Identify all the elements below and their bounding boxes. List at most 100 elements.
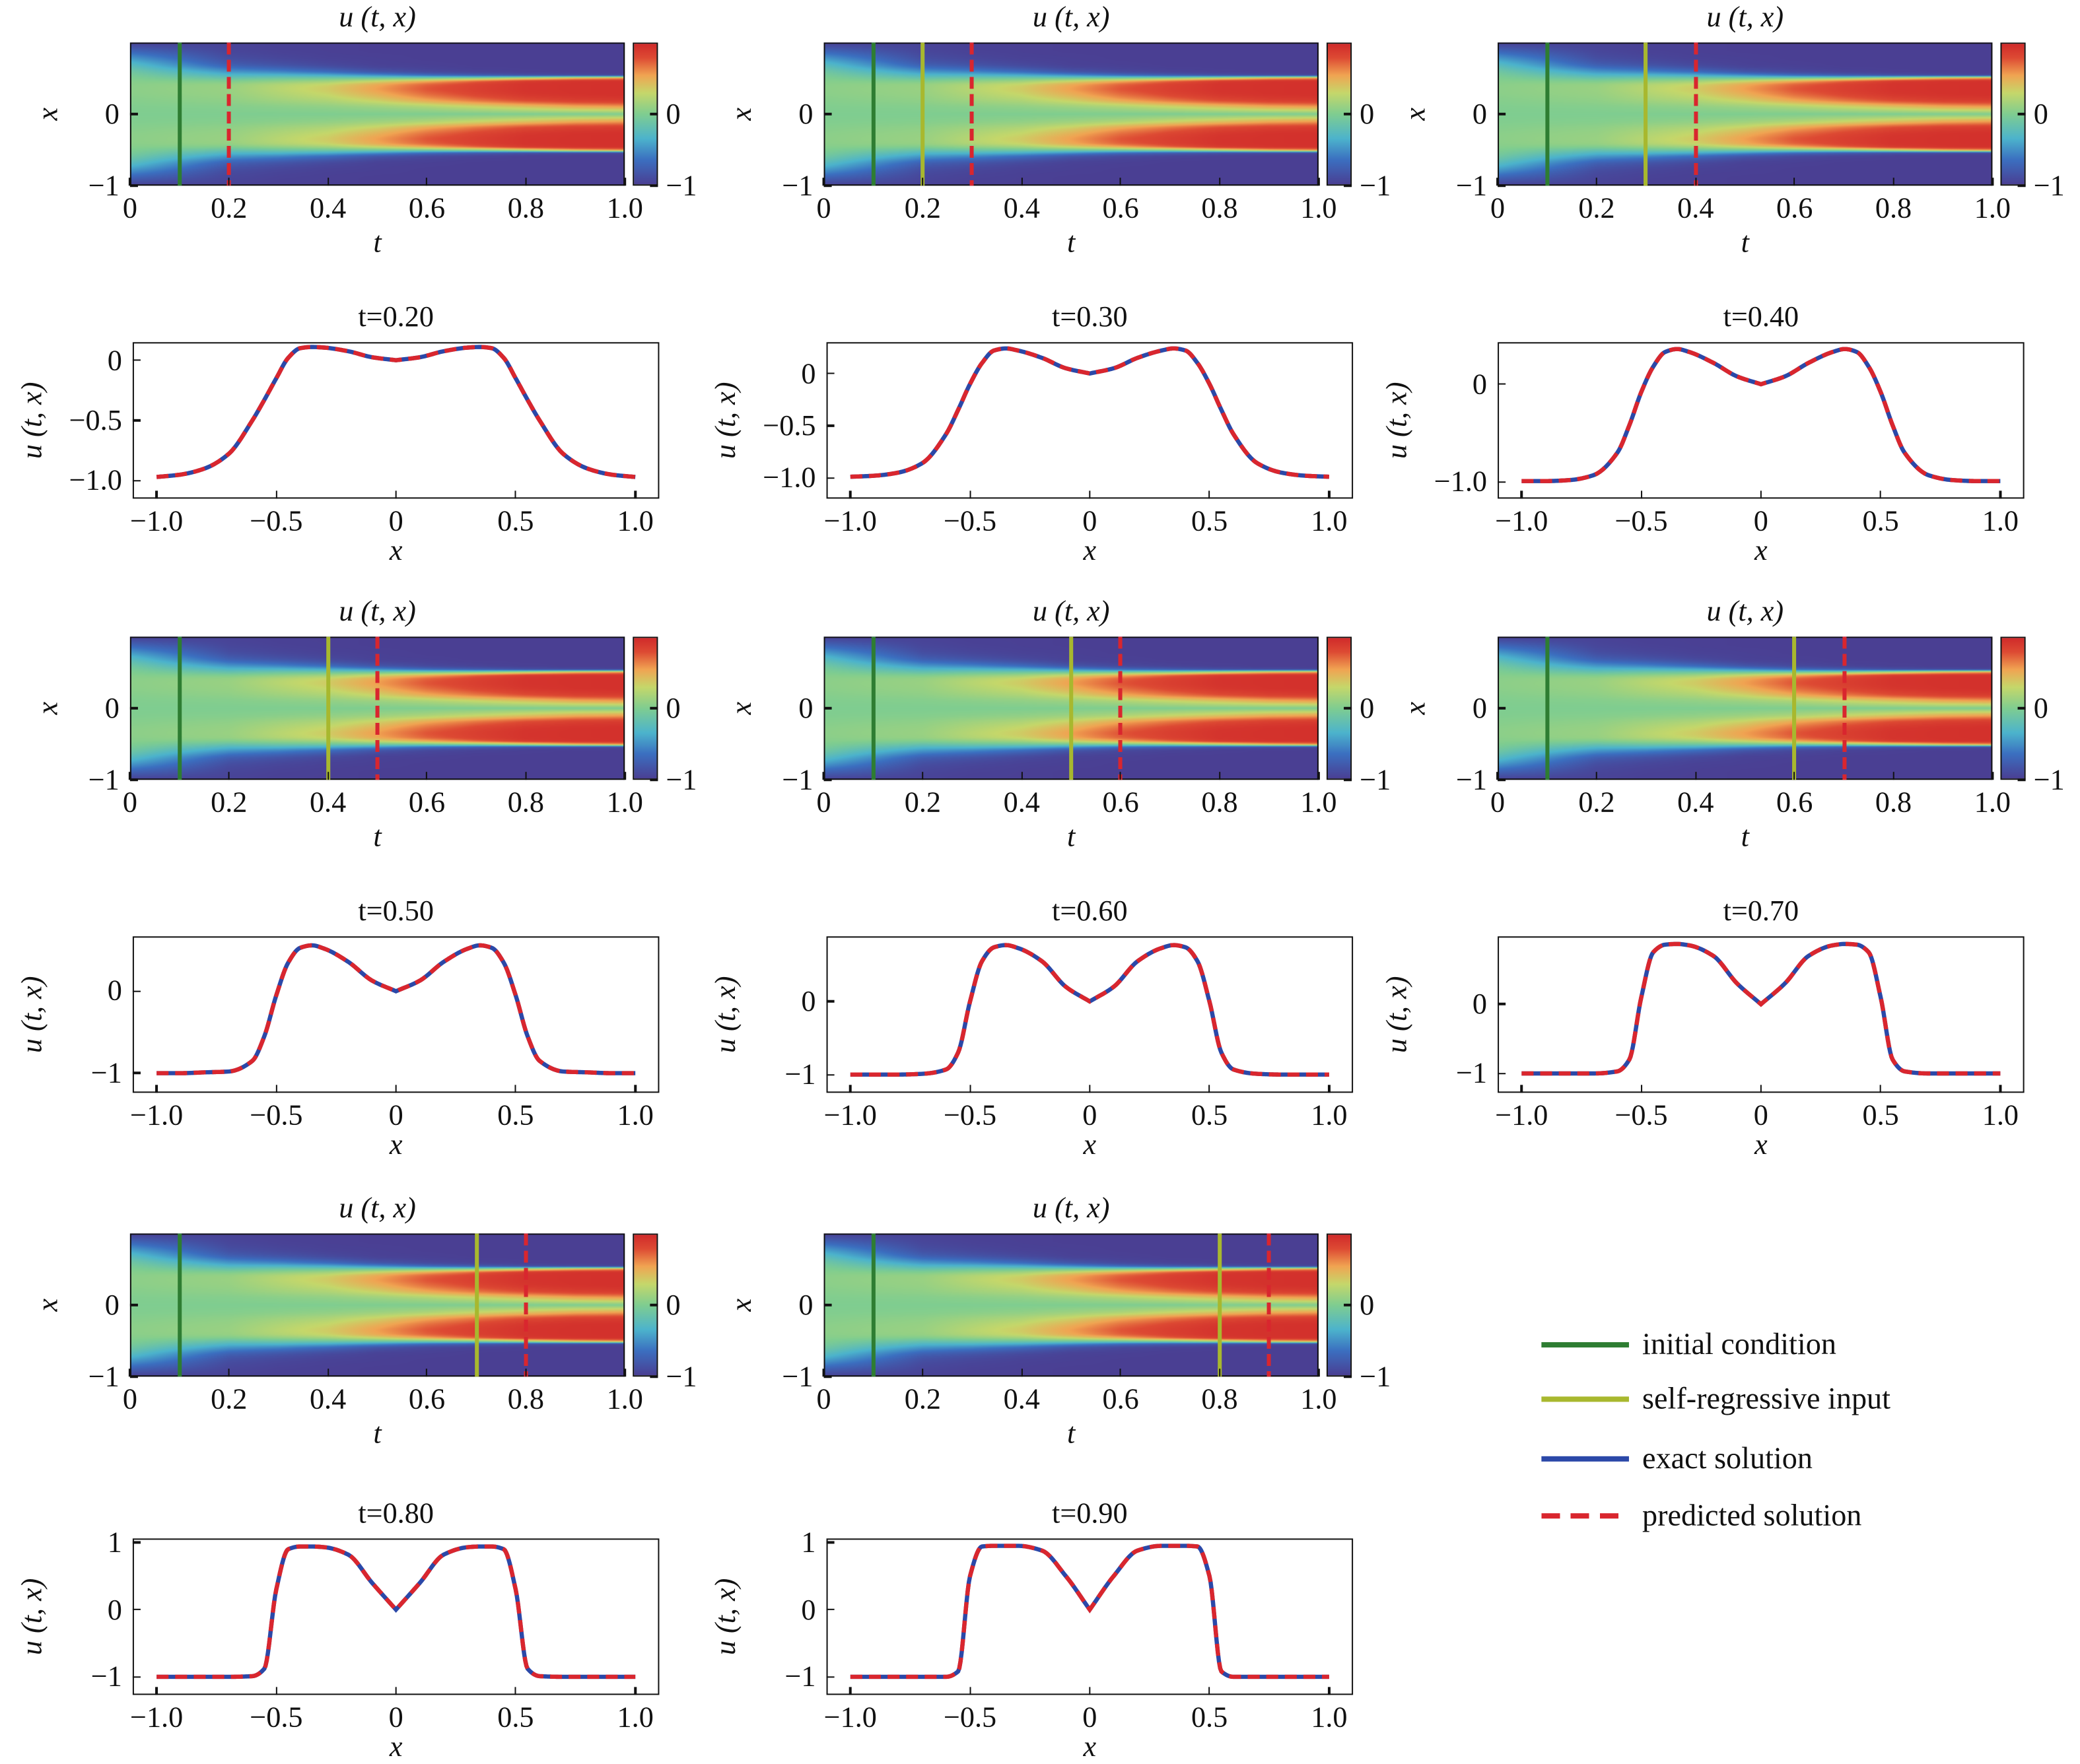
line-xtick (275, 1085, 277, 1093)
heatmap-ytick (823, 113, 832, 116)
line-xtick-label: 0 (1753, 1098, 1768, 1132)
line-xtick-label: −1.0 (130, 504, 184, 537)
initial-condition-line (871, 1233, 876, 1377)
colorbar-tick-label: 0 (666, 691, 681, 724)
heatmap-xtick-label: 0.4 (1003, 1382, 1040, 1415)
heatmap-xtick-label: 0 (816, 785, 831, 819)
colorbar-tick (650, 1375, 658, 1378)
colorbar-tick (1344, 113, 1352, 116)
colorbar-tick (1344, 1375, 1352, 1378)
legend-label: predicted solution (1642, 1499, 1862, 1532)
line-plot-frame (826, 936, 1354, 1093)
heatmap-xtick (1119, 178, 1122, 186)
predicted-time-line (1119, 636, 1123, 780)
heatmap-xtick-label: 0 (122, 191, 137, 224)
line-xtick-label: 1.0 (617, 504, 654, 537)
line-ytick-label: 0 (107, 343, 122, 376)
line-plot-frame (132, 936, 660, 1093)
initial-condition-line (871, 636, 876, 780)
heatmap-xtick-label: 0.8 (507, 1382, 544, 1415)
line-ytick (826, 1676, 835, 1678)
line-xtick-label: 0.5 (1862, 1098, 1899, 1132)
colorbar-tick-label: 0 (2033, 691, 2048, 724)
predicted-time-line (524, 1233, 528, 1377)
heatmap-xtick (129, 772, 131, 780)
line-xlabel: x (1083, 533, 1097, 566)
line-ylabel: u (t, x) (708, 976, 742, 1054)
line-xtick (514, 1687, 517, 1695)
line-xtick-label: −1.0 (823, 1098, 877, 1132)
heatmap-xtick (1317, 772, 1320, 780)
line-ytick (132, 990, 141, 992)
line-plot-frame (826, 1538, 1354, 1695)
heatmap-xtick-label: 0 (122, 785, 137, 819)
line-ylabel: u (t, x) (15, 1578, 48, 1656)
heatmap-ytick (129, 184, 138, 187)
heatmap-ytick-label: −1 (782, 168, 814, 202)
heatmap-xlabel: t (1741, 819, 1749, 853)
predicted-solution-curve (850, 943, 1329, 1077)
line-xtick (275, 1687, 277, 1695)
heatmap-ytick (823, 1375, 832, 1378)
colorbar-tick (650, 778, 658, 781)
line-xtick-label: 0.5 (497, 504, 534, 537)
heatmap-xtick (1119, 772, 1122, 780)
colorbar-tick-label: −1 (666, 168, 697, 202)
line-xtick-label: −1.0 (1495, 1098, 1548, 1132)
line-xtick (1208, 1687, 1210, 1695)
line-xtick (1760, 1085, 1762, 1093)
line-plot-frame (1498, 342, 2025, 499)
line-plot-title: t=0.70 (1723, 894, 1799, 928)
heatmap-ylabel: x (30, 1298, 64, 1312)
line-xtick (1879, 491, 1882, 499)
line-ytick-label: −1 (784, 1659, 816, 1693)
line-plot-frame (132, 1538, 660, 1695)
line-xtick-label: 1.0 (617, 1098, 654, 1132)
heatmap-xtick-label: 0.4 (1003, 191, 1040, 224)
heatmap-xlabel: t (373, 225, 382, 259)
line-ytick (826, 477, 835, 479)
colorbar-tick (1344, 707, 1352, 710)
colorbar-tick-label: 0 (666, 1287, 681, 1321)
heatmap-xtick-label: 0.8 (1201, 785, 1238, 819)
line-xtick (969, 1687, 971, 1695)
heatmap-xtick (1992, 772, 1993, 780)
heatmap-xtick (1020, 1369, 1023, 1377)
line-xtick-label: 0.5 (1191, 1700, 1228, 1734)
line-xtick-label: 0 (1082, 1700, 1097, 1734)
heatmap-xtick (1496, 178, 1499, 186)
heatmap-ytick (1498, 707, 1506, 710)
heatmap-title: u (t, x) (1706, 594, 1784, 628)
heatmap-ytick (129, 778, 138, 781)
heatmap-xtick (823, 772, 825, 780)
line-xtick (275, 491, 277, 499)
legend-label: self-regressive input (1642, 1382, 1891, 1415)
line-xtick (155, 1085, 158, 1093)
heatmap-xtick (1892, 178, 1894, 186)
line-ytick (826, 1608, 835, 1611)
heatmap-xtick-label: 1.0 (1974, 785, 2011, 819)
heatmap-xtick (327, 178, 329, 186)
predicted-time-line (1266, 1233, 1271, 1377)
line-xtick (1328, 1687, 1331, 1695)
line-ytick (132, 1608, 141, 1611)
line-xlabel: x (389, 1729, 403, 1763)
heatmap-ytick-label: −1 (782, 763, 814, 796)
colorbar (633, 636, 658, 780)
heatmap-frame (1498, 636, 1993, 780)
heatmap-xtick-label: 1.0 (606, 191, 643, 224)
colorbar-tick (650, 184, 658, 187)
colorbar-tick-label: −1 (2033, 763, 2065, 796)
heatmap-xtick (1694, 178, 1697, 186)
heatmap-xtick-label: 1.0 (606, 1382, 643, 1415)
colorbar-tick-label: 0 (666, 96, 681, 130)
heatmap-xtick-label: 1.0 (1300, 191, 1337, 224)
solid-line-icon (1541, 1342, 1629, 1348)
heatmap-xtick (921, 178, 924, 186)
line-xtick-label: −0.5 (250, 1700, 303, 1734)
line-xtick-label: 0.5 (1191, 504, 1228, 537)
line-ytick (132, 1542, 141, 1544)
heatmap-xtick-label: 0.4 (1677, 785, 1714, 819)
heatmap-xtick-label: 1.0 (1300, 1382, 1337, 1415)
predicted-solution-curve (156, 345, 636, 479)
